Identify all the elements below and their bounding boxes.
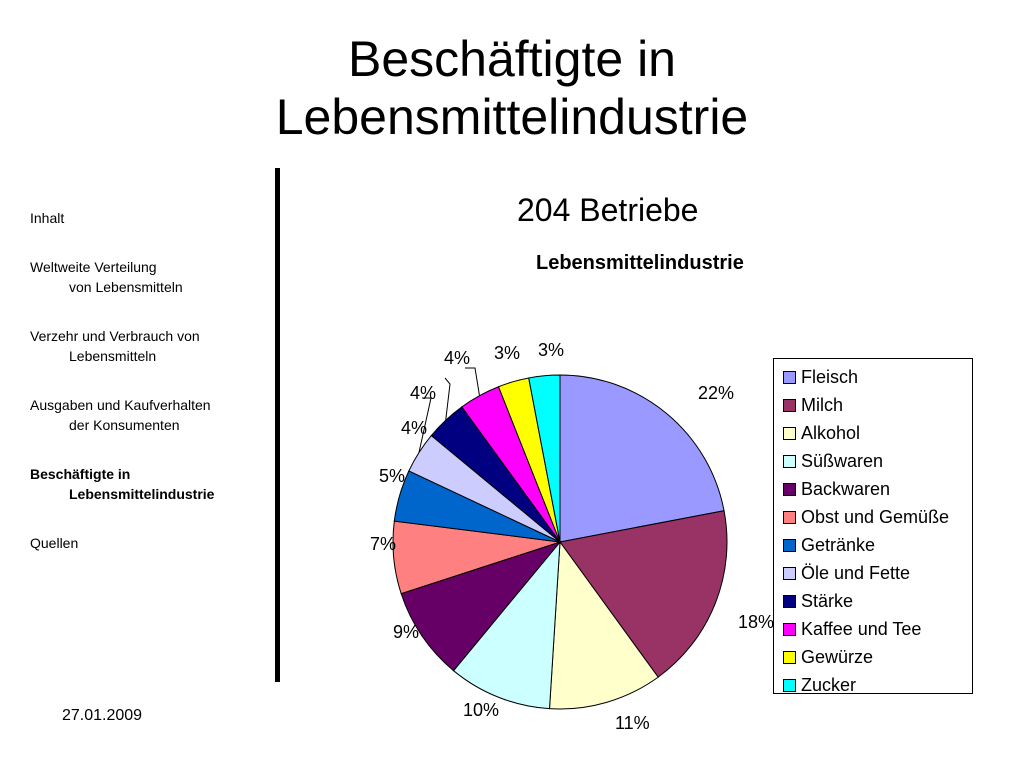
- leader-line: [465, 367, 480, 396]
- legend-label: Fleisch: [801, 367, 859, 387]
- legend-swatch: [783, 623, 796, 636]
- sidebar-item-5[interactable]: Quellen: [30, 533, 270, 553]
- legend-item: Getränke: [774, 533, 972, 561]
- legend-swatch: [783, 483, 796, 496]
- sidebar-item-sublabel: der Konsumenten: [69, 417, 180, 433]
- data-label: 3%: [494, 343, 520, 363]
- legend-label: Getränke: [801, 535, 876, 555]
- data-label: 7%: [370, 534, 396, 554]
- legend-swatch: [783, 539, 796, 552]
- legend-swatch: [783, 651, 796, 664]
- pie-slice: [559, 374, 725, 543]
- legend-swatch: [783, 427, 796, 440]
- leader-line: [444, 377, 451, 421]
- legend-label: Öle und Fette: [801, 563, 911, 583]
- legend-label: Gewürze: [801, 647, 874, 667]
- sidebar-item-sublabel: Lebensmittelindustrie: [69, 486, 215, 502]
- sidebar-item-2[interactable]: Verzehr und Verbrauch von Lebensmitteln: [30, 326, 270, 366]
- legend-swatch: [783, 455, 796, 468]
- sidebar-item-label: Inhalt: [30, 210, 65, 226]
- sidebar-item-label: Weltweite Verteilung: [30, 259, 157, 275]
- legend-item: Alkohol: [774, 421, 972, 449]
- legend-label: Alkohol: [801, 423, 861, 443]
- sidebar-item-sublabel: Lebensmitteln: [69, 348, 157, 364]
- legend-swatch: [783, 595, 796, 608]
- pie-slice: [528, 374, 561, 543]
- legend-item: Obst und Gemüße: [774, 505, 972, 533]
- pie-slice: [400, 540, 562, 672]
- slide-date: 27.01.2009: [62, 707, 143, 724]
- legend-swatch: [783, 399, 796, 412]
- sidebar-item-sublabel: von Lebensmitteln: [69, 279, 183, 295]
- legend-label: Obst und Gemüße: [801, 507, 950, 527]
- legend-item: Fleisch: [774, 365, 972, 393]
- legend-item: Backwaren: [774, 477, 972, 505]
- sidebar-item-1[interactable]: Weltweite Verteilung von Lebensmitteln: [30, 257, 270, 297]
- chart-title: Lebensmittelindustrie: [536, 252, 744, 274]
- legend-item: Zucker: [774, 673, 972, 701]
- legend-item: Stärke: [774, 589, 972, 617]
- data-label: 4%: [444, 348, 470, 368]
- data-label: 10%: [463, 700, 499, 720]
- data-label: 9%: [393, 622, 419, 642]
- legend-item: Kaffee und Tee: [774, 617, 972, 645]
- slide-title-line1: Beschäftigte in: [348, 31, 676, 87]
- data-label: 4%: [401, 418, 427, 438]
- data-label: 11%: [615, 713, 650, 733]
- leader-line: [418, 397, 432, 453]
- sidebar-item-label: Beschäftigte in: [30, 466, 131, 482]
- legend-swatch: [783, 511, 796, 524]
- sidebar-item-label: Verzehr und Verbrauch von: [30, 328, 200, 344]
- legend-swatch: [783, 679, 796, 692]
- sidebar-nav: Inhalt Weltweite Verteilung von Lebensmitt…: [30, 208, 270, 582]
- legend-label: Kaffee und Tee: [801, 619, 922, 639]
- legend-item: Süßwaren: [774, 449, 972, 477]
- data-label: 3%: [538, 340, 564, 360]
- pie-slice: [452, 540, 561, 710]
- slide-subtitle: 204 Betriebe: [517, 192, 699, 228]
- data-label: 5%: [379, 466, 405, 486]
- legend-item: Öle und Fette: [774, 561, 972, 589]
- data-label: 4%: [410, 383, 436, 403]
- chart-legend: Fleisch Milch Alkohol Süßwaren Backwaren Obst…: [773, 358, 973, 695]
- sidebar-item-4[interactable]: Beschäftigte in Lebensmittelindustrie: [30, 464, 270, 504]
- pie-slice: [548, 540, 659, 710]
- data-label: 18%: [738, 612, 774, 632]
- slide-title: Beschäftigte in Lebensmittelindustrie: [0, 30, 1024, 146]
- legend-swatch: [783, 567, 796, 580]
- data-label: 22%: [698, 383, 734, 403]
- legend-label: Backwaren: [801, 479, 891, 499]
- sidebar-item-3[interactable]: Ausgaben und Kaufverhalten der Konsumente…: [30, 395, 270, 435]
- vertical-divider: [275, 168, 280, 682]
- sidebar-item-label: Ausgaben und Kaufverhalten: [30, 397, 211, 413]
- slide-title-line2: Lebensmittelindustrie: [275, 89, 749, 145]
- sidebar-item-0[interactable]: Inhalt: [30, 208, 270, 228]
- legend-item: Milch: [774, 393, 972, 421]
- legend-label: Milch: [801, 395, 844, 415]
- legend-label: Stärke: [801, 591, 854, 611]
- legend-item: Gewürze: [774, 645, 972, 673]
- pie-slice: [559, 510, 728, 678]
- legend-label: Zucker: [801, 675, 857, 695]
- legend-swatch: [783, 371, 796, 384]
- legend-label: Süßwaren: [801, 451, 884, 471]
- sidebar-item-label: Quellen: [30, 535, 79, 551]
